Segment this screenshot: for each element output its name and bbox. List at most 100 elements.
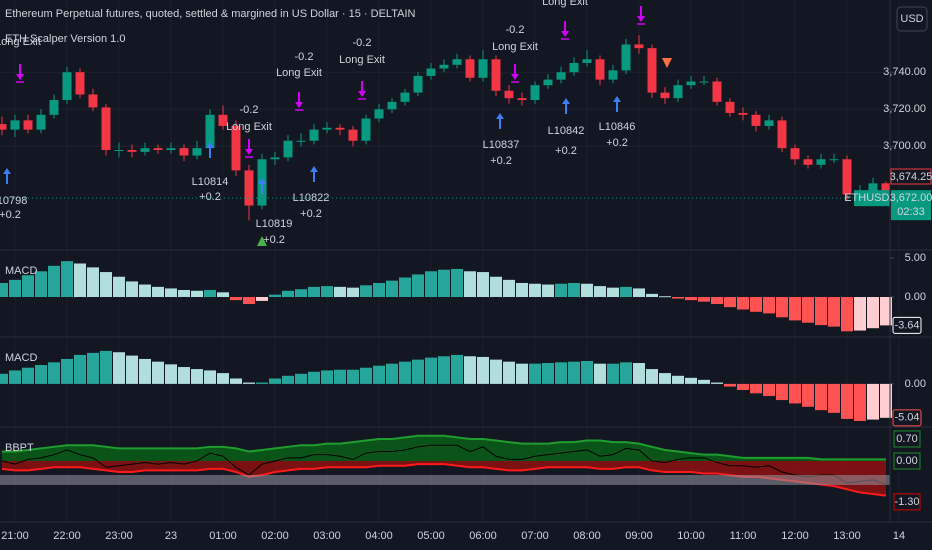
x-tick-label: 23 bbox=[165, 530, 177, 542]
signal-annotation: -0.2 bbox=[295, 51, 314, 63]
histogram-bar bbox=[789, 383, 801, 404]
candle-body bbox=[205, 114, 215, 149]
histogram-bar bbox=[35, 365, 47, 384]
histogram-bar bbox=[22, 275, 34, 298]
last-value-label: -3.64 bbox=[894, 319, 919, 331]
histogram-bar bbox=[763, 297, 775, 314]
candle-body bbox=[517, 98, 527, 100]
price-tag-prev bbox=[890, 168, 932, 185]
signal-annotation: Long Exit bbox=[0, 36, 41, 48]
signal-annotation: +0.2 bbox=[555, 145, 577, 157]
histogram-bar bbox=[399, 361, 411, 384]
area-line bbox=[1, 444, 887, 486]
histogram-bar bbox=[204, 289, 216, 298]
signal-annotation: +0.2 bbox=[300, 208, 322, 220]
candle-body bbox=[10, 120, 20, 130]
exit-arrow bbox=[295, 92, 303, 108]
exit-arrow bbox=[245, 139, 253, 155]
signal-annotation: L10798 bbox=[0, 195, 27, 207]
histogram-bar bbox=[880, 297, 892, 326]
histogram-bar bbox=[607, 363, 619, 384]
y-tick-label: 3,700.00 bbox=[883, 140, 926, 152]
candle-body bbox=[0, 124, 7, 130]
histogram-bar bbox=[165, 364, 177, 384]
y-tick-label: 0.00 bbox=[905, 378, 926, 390]
histogram-bar bbox=[867, 297, 879, 329]
histogram-bar bbox=[230, 297, 242, 301]
x-tick-label: 11:00 bbox=[730, 530, 757, 542]
histogram-bar bbox=[659, 296, 671, 298]
histogram-bar bbox=[724, 297, 736, 308]
candle-body bbox=[842, 159, 852, 195]
histogram-bar bbox=[568, 282, 580, 298]
histogram-bar bbox=[373, 282, 385, 298]
currency-button[interactable] bbox=[896, 6, 928, 32]
histogram-bar bbox=[464, 271, 476, 298]
candle-body bbox=[699, 81, 709, 83]
candle-body bbox=[829, 159, 839, 161]
y-tick-label: 0.00 bbox=[905, 291, 926, 303]
histogram-bar bbox=[815, 297, 827, 326]
candle-body bbox=[23, 120, 33, 130]
signal-annotation: -0.2 bbox=[353, 37, 372, 49]
exit-arrow bbox=[637, 6, 645, 22]
last-value-tag bbox=[892, 316, 922, 334]
candle-body bbox=[387, 101, 397, 110]
histogram-bar bbox=[269, 294, 281, 298]
histogram-bar bbox=[516, 282, 528, 298]
histogram-bar bbox=[152, 286, 164, 298]
currency-label[interactable]: USD bbox=[900, 13, 923, 25]
histogram-bar bbox=[672, 375, 684, 384]
histogram-bar bbox=[334, 369, 346, 384]
candle-body bbox=[361, 118, 371, 141]
long-arrow bbox=[206, 142, 214, 158]
x-tick-label: 12:00 bbox=[781, 530, 809, 542]
histogram-bar bbox=[698, 297, 710, 302]
x-tick-label: 08:00 bbox=[573, 530, 601, 542]
histogram-bar bbox=[386, 363, 398, 384]
x-tick-label: 06:00 bbox=[469, 530, 497, 542]
candle-body bbox=[283, 140, 293, 158]
neutral-band bbox=[0, 474, 890, 485]
histogram-bar bbox=[880, 383, 892, 418]
signal-annotation: +0.2 bbox=[263, 234, 285, 246]
candle-body bbox=[309, 129, 319, 141]
histogram-bar bbox=[113, 352, 125, 384]
histogram-bar bbox=[503, 361, 515, 384]
candle-body bbox=[790, 148, 800, 160]
histogram-bar bbox=[48, 362, 60, 384]
histogram-bar bbox=[35, 271, 47, 298]
histogram-bar bbox=[763, 383, 775, 397]
symbol-label: ETHUSD.P bbox=[844, 192, 900, 204]
candle-body bbox=[621, 44, 631, 71]
histogram-bar bbox=[165, 288, 177, 298]
countdown: 02:33 bbox=[897, 206, 925, 218]
candle-body bbox=[244, 170, 254, 206]
histogram-bar bbox=[542, 284, 554, 298]
candle-body bbox=[439, 64, 449, 69]
histogram-bar bbox=[620, 286, 632, 298]
histogram-bar bbox=[529, 363, 541, 384]
histogram-bar bbox=[490, 359, 502, 384]
signal-annotation: -0.2 bbox=[506, 24, 525, 36]
candle-body bbox=[49, 100, 59, 115]
histogram-bar bbox=[477, 272, 489, 298]
histogram-bar bbox=[828, 297, 840, 327]
y-tick-label: 0.00 bbox=[896, 455, 917, 467]
histogram-bar bbox=[438, 269, 450, 298]
histogram-bar bbox=[685, 377, 697, 384]
price-tag-last bbox=[891, 190, 931, 221]
histogram-bar bbox=[113, 276, 125, 298]
pane-title: MACD bbox=[5, 265, 37, 277]
histogram-bar bbox=[646, 293, 658, 298]
histogram-bar bbox=[633, 363, 645, 384]
histogram-bar bbox=[269, 378, 281, 384]
histogram-bar bbox=[737, 297, 749, 310]
histogram-bar bbox=[854, 297, 866, 331]
signal-annotation: Long Exit bbox=[542, 0, 588, 8]
histogram-bar bbox=[802, 297, 814, 323]
signal-annotation: +0.2 bbox=[0, 209, 21, 221]
histogram-bar bbox=[61, 261, 73, 298]
histogram-bar bbox=[737, 383, 749, 390]
last-value-label: -5.04 bbox=[894, 412, 919, 424]
